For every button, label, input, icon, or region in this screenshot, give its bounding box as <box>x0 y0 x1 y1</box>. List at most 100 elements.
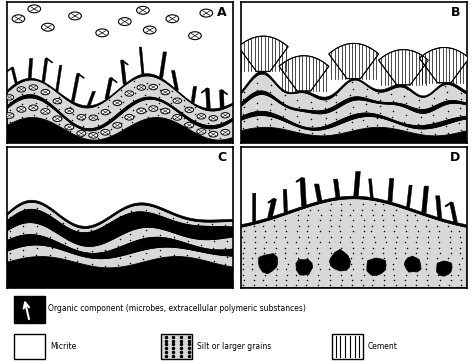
Point <box>349 207 356 213</box>
Point <box>348 223 356 229</box>
Point <box>128 208 135 214</box>
Point <box>140 233 147 239</box>
Point <box>424 272 431 277</box>
Point <box>380 261 387 267</box>
Point <box>327 250 335 256</box>
Point <box>240 118 247 124</box>
Point <box>69 111 77 116</box>
Polygon shape <box>437 261 452 276</box>
Point <box>363 86 371 92</box>
Point <box>304 234 312 240</box>
Point <box>346 234 354 240</box>
Point <box>322 98 329 104</box>
Point <box>253 107 261 112</box>
Point <box>248 261 256 267</box>
Point <box>309 130 316 136</box>
Point <box>444 108 451 114</box>
Point <box>422 266 430 272</box>
Point <box>282 266 290 272</box>
Point <box>6 250 14 256</box>
Point <box>144 114 152 120</box>
Point <box>253 123 261 128</box>
Circle shape <box>137 6 149 14</box>
Point <box>239 96 247 102</box>
Point <box>87 227 94 233</box>
Polygon shape <box>253 193 256 222</box>
Point <box>414 120 422 126</box>
Point <box>206 134 214 139</box>
Point <box>326 277 334 283</box>
Circle shape <box>89 132 98 138</box>
Point <box>141 92 148 98</box>
Point <box>380 201 387 207</box>
Point <box>180 121 188 127</box>
Point <box>346 212 354 218</box>
Point <box>417 114 425 120</box>
Point <box>411 223 419 229</box>
Point <box>314 223 322 229</box>
Point <box>118 126 126 132</box>
Point <box>305 239 312 245</box>
Point <box>101 247 109 253</box>
Point <box>239 272 247 277</box>
Point <box>282 250 289 256</box>
Point <box>428 102 436 108</box>
Point <box>447 250 455 256</box>
Text: A: A <box>217 6 227 19</box>
Point <box>94 110 102 116</box>
Point <box>20 206 27 212</box>
Polygon shape <box>240 71 467 100</box>
Point <box>337 261 345 267</box>
Point <box>401 282 409 288</box>
Point <box>205 127 213 133</box>
Point <box>402 261 410 267</box>
Polygon shape <box>71 74 80 102</box>
Polygon shape <box>240 74 467 111</box>
Point <box>389 212 397 218</box>
Point <box>281 218 289 223</box>
Point <box>281 245 289 250</box>
Point <box>251 272 259 277</box>
Point <box>130 113 138 119</box>
Circle shape <box>113 100 122 106</box>
Point <box>18 108 25 114</box>
Point <box>349 245 356 250</box>
Point <box>368 228 375 234</box>
Point <box>434 234 441 240</box>
Point <box>88 261 96 267</box>
Point <box>327 234 335 240</box>
Polygon shape <box>7 118 233 143</box>
Point <box>181 97 188 103</box>
Point <box>403 245 410 250</box>
Point <box>210 238 218 244</box>
Point <box>380 228 388 234</box>
Point <box>118 114 126 119</box>
Point <box>456 234 464 240</box>
Point <box>56 100 64 106</box>
Point <box>357 212 365 218</box>
Polygon shape <box>240 199 467 288</box>
Point <box>282 282 290 288</box>
Point <box>326 282 334 288</box>
Point <box>411 212 419 218</box>
Point <box>240 228 248 234</box>
Point <box>457 127 465 133</box>
Circle shape <box>101 110 109 115</box>
Point <box>457 239 465 245</box>
Point <box>283 239 291 245</box>
Point <box>456 105 464 111</box>
Point <box>433 223 441 229</box>
Point <box>292 272 300 277</box>
Polygon shape <box>7 202 233 233</box>
Circle shape <box>185 107 193 112</box>
Point <box>387 91 395 97</box>
Point <box>425 282 432 288</box>
Point <box>6 113 14 119</box>
Point <box>140 257 147 262</box>
Point <box>327 245 334 250</box>
Point <box>263 261 270 267</box>
Point <box>333 99 340 105</box>
Polygon shape <box>28 58 33 78</box>
Point <box>434 272 441 277</box>
Circle shape <box>65 108 73 114</box>
